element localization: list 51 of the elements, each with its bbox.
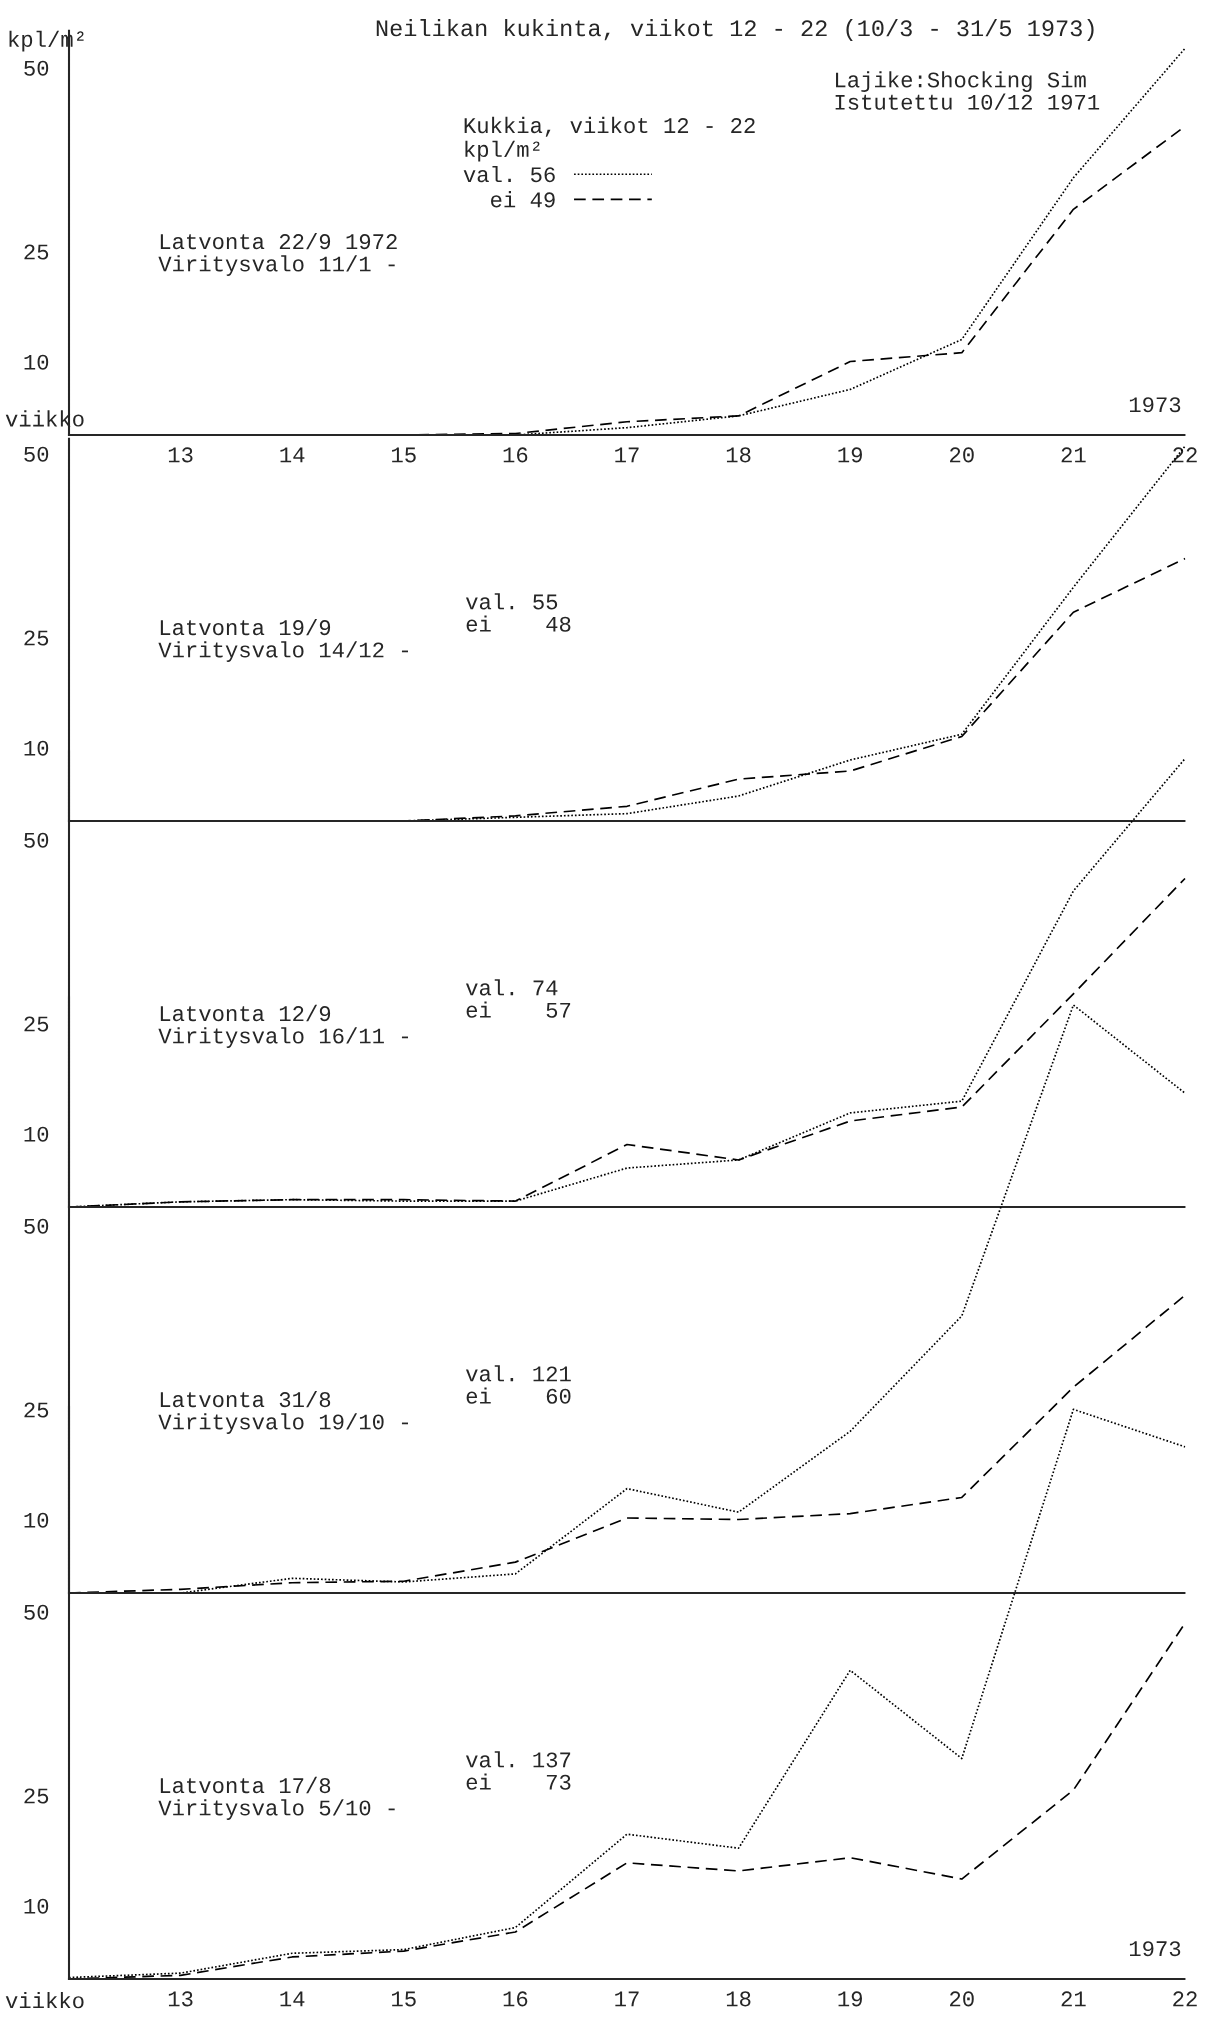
x-tick-label: 21 — [1061, 1991, 1086, 2007]
x-tick-label: 22 — [1173, 447, 1197, 463]
annotation: Lajike:Shocking Sim Istutettu 10/12 1971 — [835, 71, 1100, 110]
y-tick-label: 25 — [24, 244, 49, 260]
x-tick-label: 17 — [615, 447, 639, 463]
y-tick-label: 10 — [24, 1512, 49, 1528]
y-tick-label: 25 — [24, 630, 49, 646]
y-tick-label: 25 — [24, 1402, 49, 1418]
x-tick-label: 17 — [615, 1991, 639, 2007]
annotation: val. 137 ei 73 — [465, 1751, 571, 1790]
x-tick-label: 13 — [168, 447, 193, 463]
y-tick-label: 50 — [24, 60, 49, 76]
annotation: Latvonta 12/9 Viritysvalo 16/11 - — [158, 1004, 409, 1048]
x-tick-label: 21 — [1061, 447, 1086, 463]
x-tick-label: 16 — [503, 447, 528, 463]
y-tick-label: 10 — [24, 1126, 49, 1142]
x-tick-label: 14 — [280, 1991, 305, 2007]
x-tick-label: 19 — [838, 447, 862, 463]
y-tick-label: 10 — [24, 354, 49, 370]
x-tick-label: 20 — [950, 1991, 974, 2007]
legend-label: ei 49 — [491, 191, 555, 208]
y-tick-label: 25 — [24, 1788, 49, 1804]
y-tick-label: 50 — [24, 1218, 49, 1234]
x-tick-label: 13 — [168, 1991, 193, 2007]
x-tick-label: 15 — [392, 447, 416, 463]
annotation: val. 55 ei 48 — [465, 593, 571, 632]
y-tick-label: 50 — [24, 1604, 49, 1620]
y-tick-label: 25 — [24, 1016, 49, 1032]
x-tick-label: 18 — [726, 447, 751, 463]
annotation: 1973 — [1129, 1941, 1181, 1957]
chart-title: Neilikan kukinta, viikot 12 - 22 (10/3 - 31/5 1973) — [376, 19, 1094, 41]
x-tick-label: 15 — [392, 1991, 416, 2007]
annotation: val. 74 ei 57 — [465, 979, 571, 1018]
legend-label: val. 56 — [463, 165, 555, 183]
x-tick-label: 22 — [1173, 1991, 1197, 2007]
y-tick-label: 50 — [24, 446, 49, 462]
x-tick-label: 19 — [838, 1991, 862, 2007]
annotation: Latvonta 17/8 Viritysvalo 5/10 - — [158, 1776, 395, 1820]
x-tick-label: 20 — [950, 447, 974, 463]
annotation: Latvonta 31/8 Viritysvalo 19/10 - — [158, 1390, 409, 1434]
annotation: Latvonta 22/9 1972 Viritysvalo 11/1 - — [158, 232, 397, 276]
annotation: val. 121 ei 60 — [465, 1365, 571, 1404]
x-tick-label: 18 — [726, 1991, 751, 2007]
annotation: Latvonta 19/9 Viritysvalo 14/12 - — [158, 618, 409, 662]
annotation: 1973 — [1129, 397, 1181, 413]
y-tick-label: 10 — [24, 1898, 49, 1914]
x-tick-label: 14 — [280, 447, 305, 463]
y-tick-label: 50 — [24, 832, 49, 848]
y-tick-label: 10 — [24, 740, 49, 756]
x-axis-title: viikko — [5, 1992, 84, 2009]
x-tick-label: 16 — [503, 1991, 528, 2007]
